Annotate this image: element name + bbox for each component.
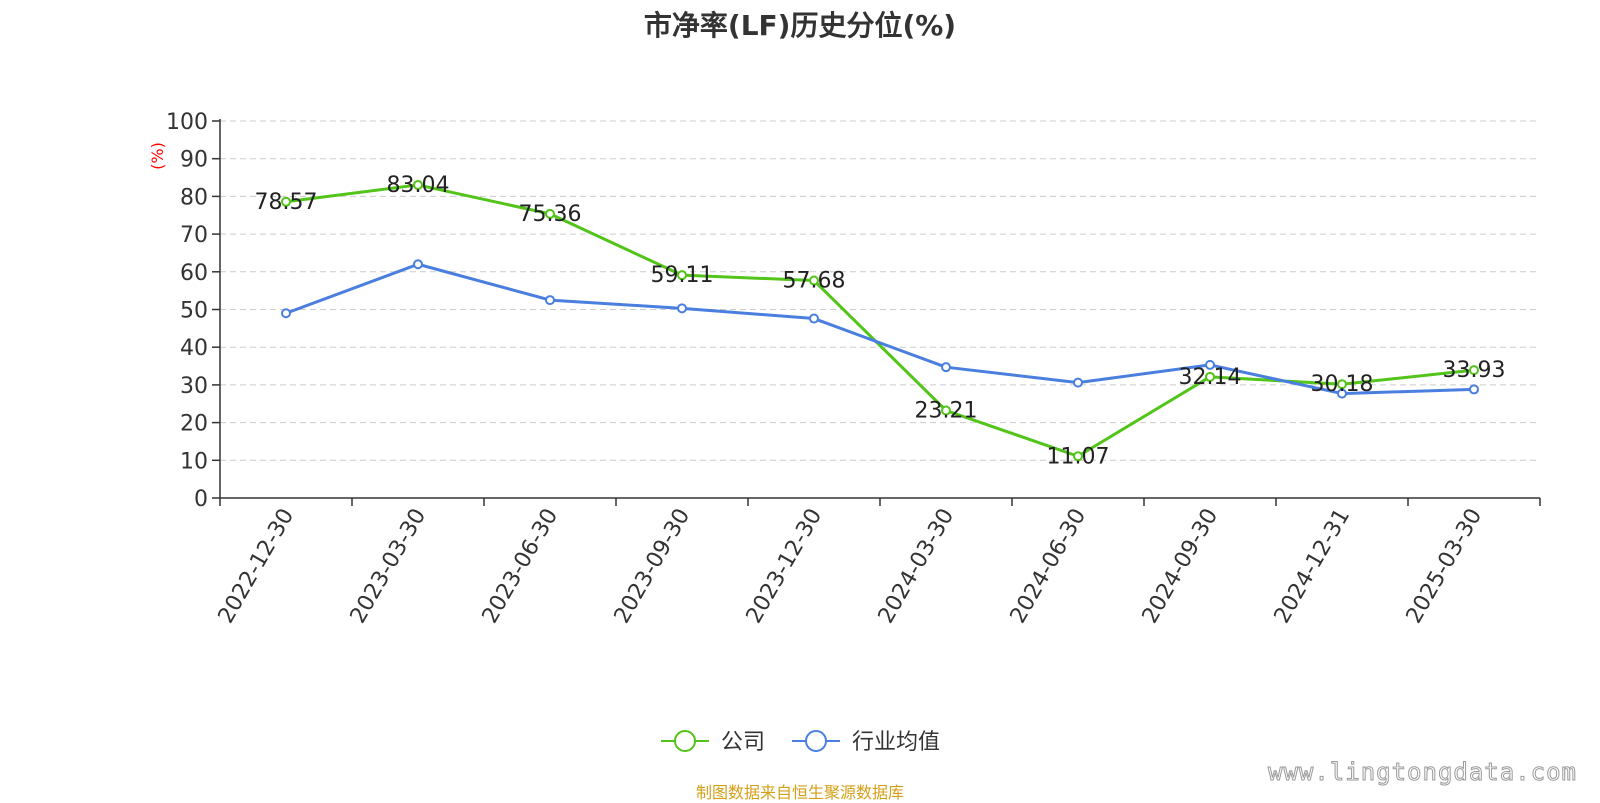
data-point bbox=[941, 405, 951, 416]
data-point bbox=[1469, 384, 1479, 395]
x-tick-label: 2023-06-30 bbox=[478, 505, 564, 628]
x-tick-label: 2023-03-30 bbox=[346, 505, 432, 628]
series-line bbox=[285, 183, 1475, 458]
y-ticks: 0 10 20 30 40 50 60 70 80 90 100 bbox=[166, 110, 220, 512]
y-tick-label: 30 bbox=[180, 374, 208, 399]
y-tick-label: 20 bbox=[180, 412, 208, 437]
data-point bbox=[677, 303, 687, 314]
series-line bbox=[285, 262, 1475, 396]
legend-item-industry-average[interactable]: 行业均值 bbox=[792, 730, 940, 755]
y-tick-label: 80 bbox=[180, 185, 208, 210]
data-point bbox=[545, 208, 555, 219]
series bbox=[281, 179, 1479, 462]
data-point bbox=[1337, 388, 1347, 399]
x-tick-label: 2024-09-30 bbox=[1138, 505, 1224, 628]
data-label: 57.68 bbox=[783, 269, 846, 294]
y-tick-label: 70 bbox=[180, 223, 208, 248]
data-point bbox=[281, 308, 291, 319]
data-point bbox=[413, 259, 423, 270]
x-tick-label: 2023-12-30 bbox=[742, 505, 828, 628]
data-point bbox=[677, 270, 687, 281]
x-tick-label: 2024-12-31 bbox=[1270, 505, 1356, 628]
y-tick-label: 40 bbox=[180, 336, 208, 361]
legend-marker-icon bbox=[805, 730, 827, 752]
data-point bbox=[1469, 365, 1479, 376]
data-label: 33.93 bbox=[1443, 358, 1506, 383]
y-axis-label: (%) bbox=[148, 142, 167, 170]
data-point bbox=[1205, 359, 1215, 370]
legend-label: 行业均值 bbox=[852, 730, 940, 755]
y-tick-label: 10 bbox=[180, 449, 208, 474]
legend-label: 公司 bbox=[721, 730, 765, 755]
data-label: 59.11 bbox=[651, 263, 714, 288]
y-tick-label: 0 bbox=[194, 487, 208, 512]
data-label: 78.57 bbox=[255, 190, 318, 215]
x-ticks: 2022-12-30 2023-03-30 2023-06-30 2023-09-30… bbox=[214, 498, 1541, 628]
data-label: 75.36 bbox=[519, 202, 582, 227]
x-tick-label: 2024-06-30 bbox=[1006, 505, 1092, 628]
data-point bbox=[281, 196, 291, 207]
grid-lines bbox=[220, 120, 1540, 461]
watermark: www.lingtongdata.com bbox=[1268, 758, 1577, 787]
data-label: 23.21 bbox=[915, 398, 978, 423]
data-point bbox=[941, 362, 951, 373]
data-labels: 78.57 83.04 75.36 59.11 57.68 23.21 11.07 32.14… bbox=[255, 173, 1506, 469]
legend-item-company[interactable]: 公司 bbox=[661, 730, 765, 755]
data-label: 30.18 bbox=[1311, 372, 1374, 397]
y-tick-label: 60 bbox=[180, 261, 208, 286]
x-tick-label: 2022-12-30 bbox=[214, 505, 300, 628]
data-label: 83.04 bbox=[387, 173, 450, 198]
y-tick-label: 50 bbox=[180, 299, 208, 324]
data-point bbox=[1205, 371, 1215, 382]
series-industry-average bbox=[281, 259, 1479, 399]
source-note: 制图数据来自恒生聚源数据库 bbox=[695, 783, 904, 802]
data-point bbox=[1073, 451, 1083, 462]
legend-marker-icon bbox=[674, 730, 696, 752]
data-point bbox=[545, 295, 555, 306]
data-point bbox=[1073, 377, 1083, 388]
x-tick-label: 2025-03-30 bbox=[1402, 505, 1488, 628]
data-point bbox=[1337, 379, 1347, 390]
legend[interactable]: 公司 行业均值 bbox=[661, 730, 940, 755]
series-company bbox=[281, 179, 1479, 462]
data-label: 11.07 bbox=[1047, 444, 1110, 469]
data-point bbox=[413, 179, 423, 190]
data-label: 32.14 bbox=[1179, 365, 1242, 390]
y-tick-label: 100 bbox=[166, 110, 208, 135]
x-tick-label: 2023-09-30 bbox=[610, 505, 696, 628]
chart-title: 市净率(LF)历史分位(%) bbox=[643, 9, 957, 42]
data-point bbox=[809, 275, 819, 286]
x-tick-label: 2024-03-30 bbox=[874, 505, 960, 628]
data-point bbox=[809, 313, 819, 324]
y-tick-label: 90 bbox=[180, 148, 208, 173]
